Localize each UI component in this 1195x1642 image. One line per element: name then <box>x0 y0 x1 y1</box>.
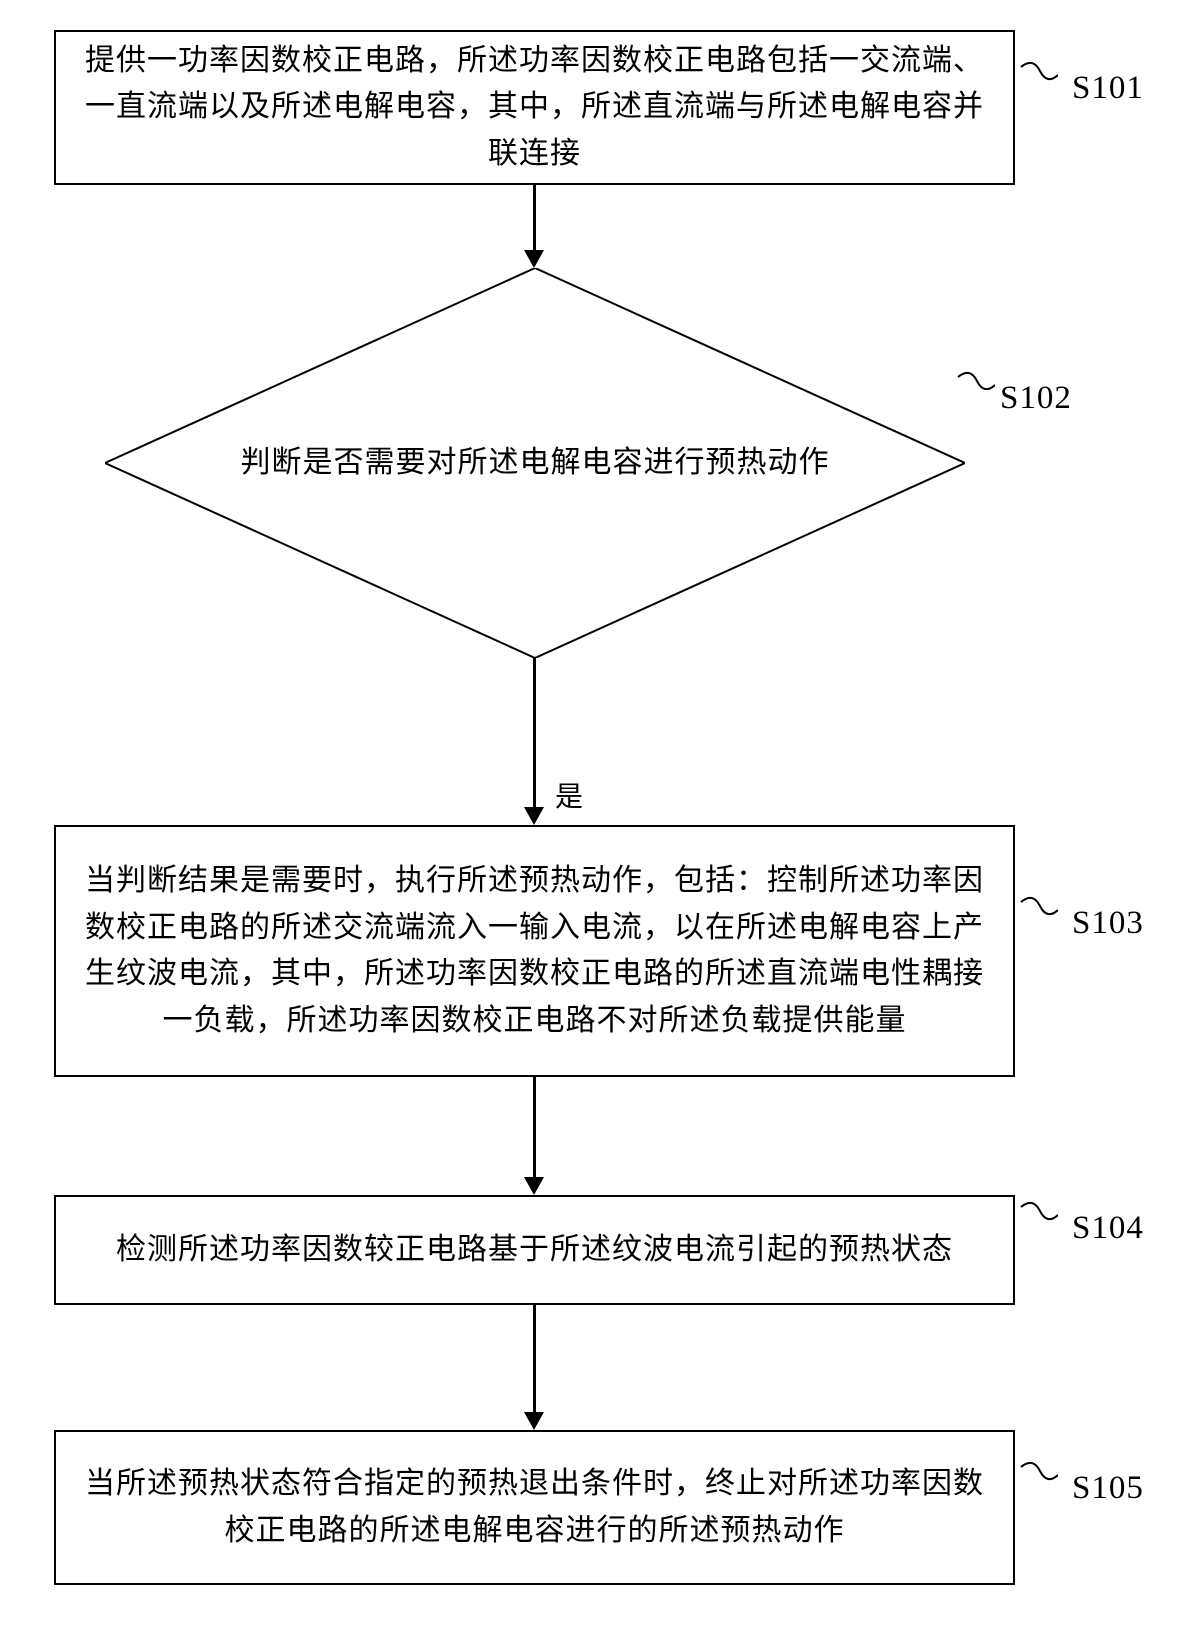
step-s102-text: 判断是否需要对所述电解电容进行预热动作 <box>141 440 930 487</box>
step-s103-label: S103 <box>1072 905 1144 942</box>
step-s105-label: S105 <box>1072 1470 1144 1507</box>
connector-squiggle-icon <box>955 367 995 417</box>
step-s104-box: 检测所述功率因数较正电路基于所述纹波电流引起的预热状态 <box>54 1195 1015 1305</box>
step-s101-text: 提供一功率因数校正电路，所述功率因数校正电路包括一交流端、一直流端以及所述电解电… <box>84 38 985 178</box>
edge-e1-line <box>533 185 536 251</box>
connector-squiggle-icon <box>1018 892 1058 942</box>
step-s104-label: S104 <box>1072 1210 1144 1247</box>
edge-e1-head-icon <box>524 250 544 268</box>
connector-squiggle-icon <box>1018 1197 1058 1247</box>
connector-squiggle-icon <box>1018 57 1058 107</box>
edge-e3-line <box>533 1077 536 1177</box>
edge-e2-label: 是 <box>555 775 583 815</box>
step-s102-diamond: 判断是否需要对所述电解电容进行预热动作 <box>105 268 965 658</box>
step-s102-label: S102 <box>1000 380 1072 417</box>
step-s105-box: 当所述预热状态符合指定的预热退出条件时，终止对所述功率因数校正电路的所述电解电容… <box>54 1430 1015 1585</box>
connector-squiggle-icon <box>1018 1457 1058 1507</box>
edge-e3-head-icon <box>524 1177 544 1195</box>
edge-e4-line <box>533 1305 536 1413</box>
step-s101-box: 提供一功率因数校正电路，所述功率因数校正电路包括一交流端、一直流端以及所述电解电… <box>54 30 1015 185</box>
step-s103-text: 当判断结果是需要时，执行所述预热动作，包括：控制所述功率因数校正电路的所述交流端… <box>84 858 985 1044</box>
step-s105-text: 当所述预热状态符合指定的预热退出条件时，终止对所述功率因数校正电路的所述电解电容… <box>84 1461 985 1554</box>
flowchart-container: 提供一功率因数校正电路，所述功率因数校正电路包括一交流端、一直流端以及所述电解电… <box>0 0 1195 1642</box>
step-s104-text: 检测所述功率因数较正电路基于所述纹波电流引起的预热状态 <box>116 1227 953 1274</box>
edge-e2-line <box>533 658 536 808</box>
step-s103-box: 当判断结果是需要时，执行所述预热动作，包括：控制所述功率因数校正电路的所述交流端… <box>54 825 1015 1077</box>
step-s101-label: S101 <box>1072 70 1144 107</box>
edge-e2-head-icon <box>524 807 544 825</box>
edge-e4-head-icon <box>524 1412 544 1430</box>
